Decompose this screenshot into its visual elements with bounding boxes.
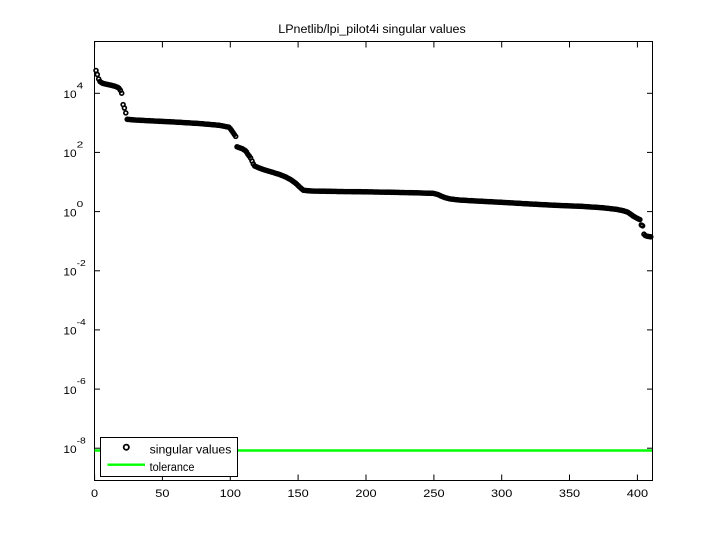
- svg-text:400: 400: [627, 488, 648, 500]
- svg-text:-6: -6: [77, 377, 87, 386]
- svg-text:350: 350: [559, 488, 580, 500]
- svg-text:10: 10: [63, 444, 76, 456]
- svg-text:150: 150: [287, 488, 308, 500]
- svg-text:-4: -4: [77, 318, 87, 327]
- svg-text:10: 10: [63, 148, 76, 160]
- svg-text:10: 10: [63, 89, 76, 101]
- svg-text:10: 10: [63, 326, 76, 338]
- svg-text:2: 2: [77, 141, 84, 150]
- svg-text:tolerance: tolerance: [150, 462, 195, 474]
- svg-text:0: 0: [77, 200, 84, 209]
- svg-text:200: 200: [355, 488, 376, 500]
- svg-text:10: 10: [63, 266, 76, 278]
- svg-text:10: 10: [63, 385, 76, 397]
- svg-text:singular values: singular values: [150, 445, 232, 457]
- svg-text:LPnetlib/lpi_pilot4i singular: LPnetlib/lpi_pilot4i singular values: [278, 22, 466, 36]
- svg-text:250: 250: [423, 488, 444, 500]
- svg-text:-8: -8: [77, 436, 87, 445]
- svg-text:50: 50: [155, 488, 169, 500]
- svg-text:-2: -2: [77, 259, 87, 268]
- svg-text:0: 0: [91, 488, 98, 500]
- svg-text:10: 10: [63, 207, 76, 219]
- svg-text:100: 100: [220, 488, 241, 500]
- svg-text:4: 4: [77, 82, 84, 91]
- svg-text:300: 300: [491, 488, 512, 500]
